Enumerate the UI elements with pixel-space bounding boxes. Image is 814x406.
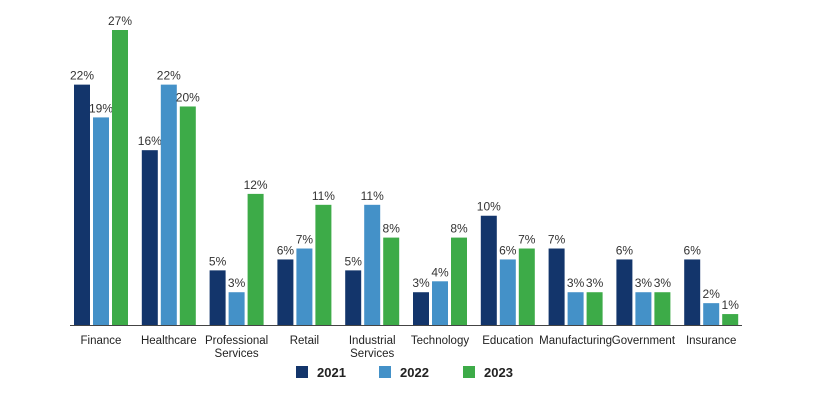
data-label: 12% [244,178,268,192]
data-label: 22% [157,69,181,83]
data-label: 20% [176,90,200,104]
bar-2022-government [635,292,652,325]
bar-2023-manufacturing [586,292,603,325]
data-label: 3% [586,276,604,290]
data-label: 16% [138,134,162,148]
legend-swatch-2021 [296,366,308,378]
bar-2021-retail [277,259,294,325]
category-label: Finance [81,335,122,347]
category-label: Insurance [686,335,737,347]
category-label: Education [482,335,533,347]
bar-2022-retail [296,248,313,325]
data-label: 4% [431,265,449,279]
bar-2023-professional-services [247,193,264,325]
data-label: 6% [277,243,295,257]
data-label: 3% [412,276,430,290]
data-label: 27% [108,14,132,28]
data-label: 19% [89,101,113,115]
bar-2022-technology [432,281,448,325]
bar-2021-technology [413,292,429,325]
data-label: 6% [499,243,517,257]
bar-2021-healthcare [141,150,158,325]
legend-swatch-2023 [463,366,475,378]
data-label: 1% [722,298,740,312]
category-label: Government [612,335,676,347]
bar-2022-insurance [703,303,720,325]
legend-label-2022: 2022 [400,365,429,380]
data-label: 22% [70,69,94,83]
data-label: 8% [450,222,468,236]
bar-2021-professional-services [209,270,226,325]
bar-2022-healthcare [160,84,177,325]
category-label: Retail [290,335,319,347]
bar-2021-manufacturing [548,248,565,325]
bar-2023-finance [112,30,128,325]
data-label: 6% [684,243,702,257]
bar-2023-insurance [722,314,739,325]
bar-2022-finance [93,117,109,325]
data-label: 8% [383,222,401,236]
bar-2021-finance [74,84,90,325]
bar-2022-industrial-services [364,204,381,325]
bar-2022-education [499,259,516,325]
bar-2021-government [616,259,633,325]
category-label: Professional Services [205,335,268,360]
data-label: 5% [209,254,227,268]
bar-2023-education [518,248,535,325]
data-label: 3% [635,276,653,290]
data-label: 2% [703,287,721,301]
bar-2023-technology [451,237,467,325]
data-label: 3% [228,276,246,290]
legend-label-2023: 2023 [484,365,513,380]
legend-label-2021: 2021 [317,365,346,380]
data-label: 7% [548,233,566,247]
legend-swatch-2022 [379,366,391,378]
data-label: 11% [361,189,384,203]
bar-2022-professional-services [228,292,245,325]
data-label: 3% [654,276,672,290]
bar-2023-industrial-services [383,237,400,325]
bar-2021-industrial-services [345,270,362,325]
data-label: 10% [477,200,501,214]
bar-2021-insurance [684,259,701,325]
data-label: 11% [312,189,335,203]
data-label: 7% [296,233,314,247]
data-label: 3% [567,276,585,290]
bar-2023-government [654,292,671,325]
data-label: 5% [345,254,363,268]
category-label: Manufacturing [539,335,612,347]
bar-2022-manufacturing [567,292,584,325]
category-label: Industrial Services [349,335,396,360]
bar-2023-healthcare [179,106,196,326]
bar-2023-retail [315,204,332,325]
category-label: Technology [411,335,469,347]
data-label: 7% [518,233,536,247]
category-label: Healthcare [141,335,197,347]
bar-2021-education [480,215,497,325]
data-label: 6% [616,243,634,257]
